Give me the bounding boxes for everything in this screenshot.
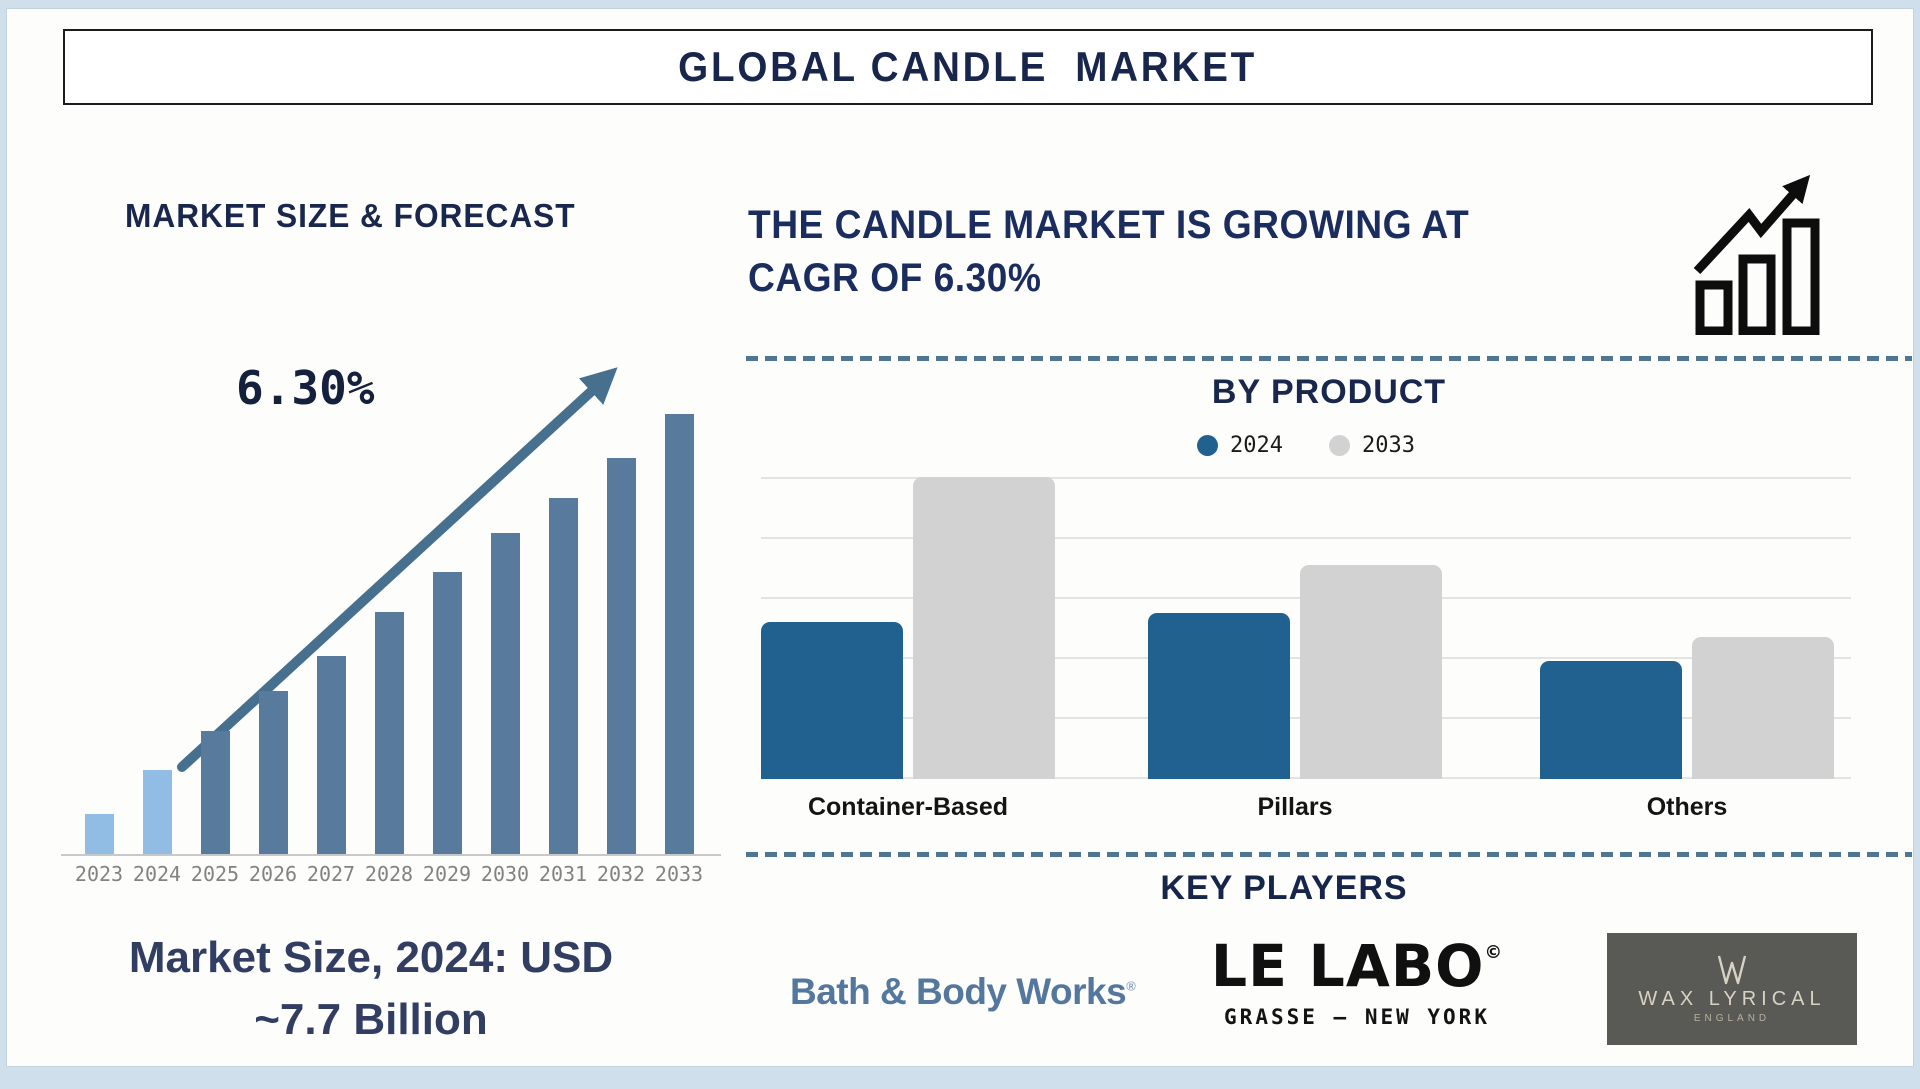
- page-title: GLOBAL CANDLE MARKET: [679, 43, 1258, 91]
- bath-body-works-text: Bath & Body Works: [790, 971, 1126, 1012]
- year-label-2030: 2030: [475, 862, 535, 886]
- by-product-bar-others-2024: [1540, 661, 1682, 779]
- legend-label-2033: 2033: [1362, 433, 1415, 458]
- bbw-registered-mark: ®: [1126, 979, 1135, 994]
- le-labo-mark: ©: [1484, 942, 1503, 963]
- caption-line-1: Market Size, 2024: USD: [41, 927, 701, 989]
- forecast-bar-2026: [259, 691, 288, 854]
- forecast-bar-2032: [607, 458, 636, 854]
- cagr-heading-line-1: THE CANDLE MARKET IS GROWING AT: [748, 199, 1566, 252]
- by-product-title: BY PRODUCT: [746, 373, 1912, 412]
- year-label-2032: 2032: [591, 862, 651, 886]
- year-label-2029: 2029: [417, 862, 477, 886]
- year-label-2026: 2026: [243, 862, 303, 886]
- category-label-others: Others: [1537, 793, 1837, 822]
- forecast-bar-2027: [317, 656, 346, 854]
- divider-dashed-bottom: [746, 852, 1912, 857]
- bath-body-works-logo: Bath & Body Works®: [790, 971, 1135, 1013]
- year-label-2031: 2031: [533, 862, 593, 886]
- market-size-caption: Market Size, 2024: USD ~7.7 Billion: [41, 927, 701, 1052]
- forecast-bar-2030: [491, 533, 520, 854]
- forecast-bar-2031: [549, 498, 578, 854]
- key-players-title: KEY PLAYERS: [701, 869, 1867, 908]
- forecast-bar-2028: [375, 612, 404, 854]
- wax-lyrical-subtitle: ENGLAND: [1694, 1013, 1770, 1024]
- legend-label-2024: 2024: [1230, 433, 1283, 458]
- by-product-bar-pillars-2024: [1148, 613, 1290, 779]
- cagr-heading: THE CANDLE MARKET IS GROWING AT CAGR OF …: [748, 199, 1566, 305]
- by-product-legend: 2024 2033: [761, 433, 1851, 458]
- legend-item-2024: 2024: [1197, 433, 1283, 458]
- forecast-bar-2033: [665, 414, 694, 854]
- year-label-2027: 2027: [301, 862, 361, 886]
- forecast-bar-2029: [433, 572, 462, 854]
- le-labo-logo: LE LABO© GRASSE — NEW YORK: [1192, 937, 1522, 1029]
- market-size-heading: MARKET SIZE & FORECAST: [125, 197, 576, 235]
- by-product-bar-others-2033: [1692, 637, 1834, 779]
- legend-dot-2024: [1197, 435, 1218, 456]
- by-product-bar-pillars-2033: [1300, 565, 1442, 779]
- legend-dot-2033: [1329, 435, 1350, 456]
- by-product-bar-container-based-2033: [913, 477, 1055, 779]
- category-label-pillars: Pillars: [1145, 793, 1445, 822]
- forecast-bar-2024: [143, 770, 172, 854]
- category-label-container-based: Container-Based: [758, 793, 1058, 822]
- year-label-2024: 2024: [127, 862, 187, 886]
- wax-lyrical-wordmark: WAX LYRICAL: [1638, 988, 1825, 1011]
- legend-item-2033: 2033: [1329, 433, 1415, 458]
- le-labo-subtitle: GRASSE — NEW YORK: [1192, 1005, 1522, 1029]
- year-label-2023: 2023: [69, 862, 129, 886]
- le-labo-wordmark: LE LABO©: [1195, 937, 1518, 995]
- forecast-bar-2023: [85, 814, 114, 854]
- wax-lyrical-logo: WAX LYRICAL ENGLAND: [1607, 933, 1857, 1045]
- year-label-2025: 2025: [185, 862, 245, 886]
- growth-chart-icon: [1693, 167, 1825, 335]
- cagr-annotation: 6.30%: [236, 361, 374, 415]
- wax-lyrical-monogram-icon: [1715, 954, 1749, 986]
- page-title-box: GLOBAL CANDLE MARKET: [63, 29, 1873, 105]
- infographic-canvas: GLOBAL CANDLE MARKET MARKET SIZE & FOREC…: [6, 8, 1914, 1067]
- year-label-2028: 2028: [359, 862, 419, 886]
- by-product-bar-container-based-2024: [761, 622, 903, 779]
- forecast-bar-2025: [201, 731, 230, 854]
- year-label-2033: 2033: [649, 862, 709, 886]
- caption-line-2: ~7.7 Billion: [41, 989, 701, 1051]
- cagr-heading-line-2: CAGR OF 6.30%: [748, 252, 1566, 305]
- divider-dashed-top: [746, 356, 1912, 361]
